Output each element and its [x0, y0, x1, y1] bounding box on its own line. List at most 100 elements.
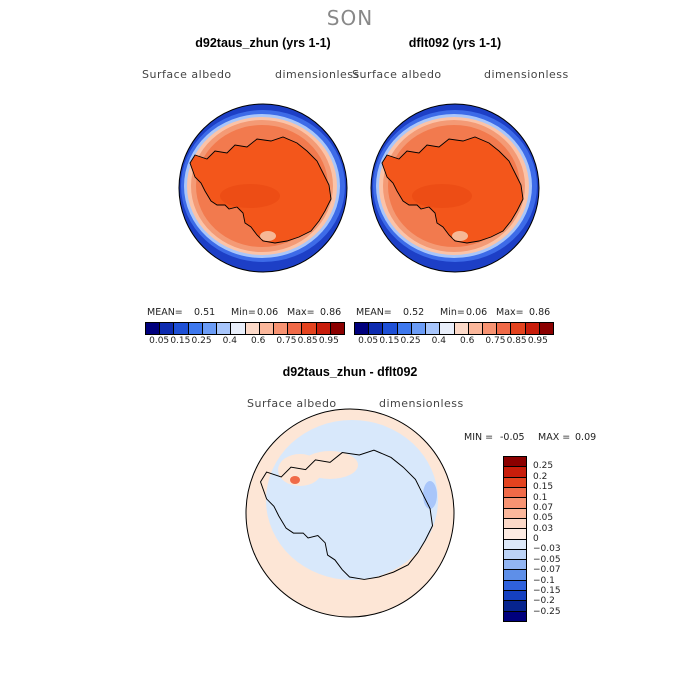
- colorbar-swatch: [202, 323, 218, 334]
- diff-units-label: dimensionless: [379, 397, 464, 410]
- colorbar-tick-label: 0.75: [485, 336, 506, 346]
- colorbar-tick-label: 0.2: [533, 471, 548, 482]
- colorbar-tick-label: 0.15: [533, 482, 554, 493]
- left-max-label: Max=: [287, 307, 315, 318]
- right-max-value: 0.86: [529, 307, 551, 318]
- colorbar-swatch: [504, 580, 526, 592]
- colorbar-tick-label: −0.03: [533, 544, 561, 555]
- colorbar-tick-label: 0.25: [191, 336, 212, 346]
- difference-map: [246, 409, 454, 617]
- right-variable-label: Surface albedo: [352, 68, 442, 81]
- colorbar-swatch: [504, 601, 526, 612]
- left-min-label: Min=: [231, 307, 256, 318]
- colorbar-swatch: [504, 518, 526, 530]
- colorbar-swatch: [397, 323, 412, 334]
- left-min-value: 0.06: [257, 307, 279, 318]
- colorbar-swatch: [454, 323, 469, 334]
- colorbar-tick-label: 0.05: [358, 336, 379, 346]
- colorbar-swatch: [504, 477, 526, 488]
- colorbar-swatch: [504, 611, 526, 621]
- season-title: SON: [326, 6, 374, 30]
- colorbar-swatch: [174, 323, 189, 334]
- diff-max-label: MAX =: [538, 432, 571, 443]
- diff-colorbar: [503, 456, 527, 622]
- colorbar-tick-label: 0.4: [222, 336, 238, 346]
- colorbar-tick-label: 0.6: [250, 336, 266, 346]
- left-units-label: dimensionless: [275, 68, 360, 81]
- colorbar-swatch: [504, 570, 526, 581]
- colorbar-swatch: [316, 323, 331, 334]
- diff-max-value: 0.09: [575, 432, 597, 443]
- colorbar-swatch: [288, 323, 303, 334]
- colorbar-tick-label: 0.07: [533, 502, 554, 513]
- diff-variable-label: Surface albedo: [247, 397, 337, 410]
- left-panel-title: d92taus_zhun (yrs 1-1): [195, 36, 331, 50]
- colorbar-tick-label: 0.25: [533, 461, 554, 472]
- left-variable-label: Surface albedo: [142, 68, 232, 81]
- colorbar-tick-label: 0.85: [506, 336, 527, 346]
- colorbar-swatch: [426, 323, 441, 334]
- right-mean-label: MEAN=: [356, 307, 392, 318]
- left-map: [179, 104, 347, 272]
- colorbar-tick-label: 0.4: [431, 336, 447, 346]
- diff-panel-title: d92taus_zhun - dflt092: [282, 365, 418, 379]
- colorbar-swatch: [504, 591, 526, 602]
- left-mean-label: MEAN=: [147, 307, 183, 318]
- left-max-value: 0.86: [320, 307, 342, 318]
- colorbar-tick-label: −0.07: [533, 565, 561, 576]
- colorbar-tick-label: −0.05: [533, 554, 561, 565]
- colorbar-swatch: [525, 323, 540, 334]
- colorbar-swatch: [504, 560, 526, 571]
- colorbar-tick-label: 0.95: [527, 336, 548, 346]
- colorbar-swatch: [146, 323, 161, 334]
- right-min-value: 0.06: [466, 307, 488, 318]
- colorbar-tick-label: 0.15: [170, 336, 191, 346]
- right-colorbar: [354, 322, 554, 335]
- colorbar-swatch: [497, 323, 512, 334]
- colorbar-swatch: [539, 323, 554, 334]
- colorbar-tick-label: 0.85: [297, 336, 318, 346]
- colorbar-swatch: [504, 487, 526, 499]
- diff-colorbar-ticks: 0.25 0.2 0.15 0.1 0.07 0.05 0.03 0 −0.03 −0.05 −0.…: [533, 456, 583, 622]
- colorbar-swatch: [259, 323, 274, 334]
- right-panel-title: dflt092 (yrs 1-1): [408, 36, 502, 50]
- colorbar-swatch: [302, 323, 317, 334]
- colorbar-swatch: [468, 323, 483, 334]
- diff-min-label: MIN =: [464, 432, 494, 443]
- colorbar-tick-label: 0.05: [533, 513, 554, 524]
- left-colorbar: [145, 322, 345, 335]
- colorbar-swatch: [355, 323, 370, 334]
- colorbar-swatch: [504, 508, 526, 519]
- right-max-label: Max=: [496, 307, 524, 318]
- colorbar-tick-label: 0.1: [533, 492, 548, 503]
- colorbar-swatch: [504, 549, 526, 561]
- colorbar-swatch: [231, 323, 246, 334]
- colorbar-swatch: [511, 323, 526, 334]
- right-units-label: dimensionless: [484, 68, 569, 81]
- diff-min-value: -0.05: [500, 432, 525, 443]
- colorbar-swatch: [411, 323, 427, 334]
- colorbar-tick-label: −0.2: [533, 596, 555, 607]
- colorbar-swatch: [504, 457, 526, 468]
- colorbar-swatch: [217, 323, 232, 334]
- colorbar-tick-label: 0.05: [149, 336, 170, 346]
- right-min-label: Min=: [440, 307, 465, 318]
- colorbar-swatch: [482, 323, 498, 334]
- right-colorbar-ticks: 0.05 0.15 0.25 0.4 0.6 0.75 0.85 0.95: [354, 336, 554, 348]
- colorbar-tick-label: 0.03: [533, 523, 554, 534]
- colorbar-swatch: [504, 467, 526, 478]
- right-mean-value: 0.52: [403, 307, 425, 318]
- colorbar-tick-label: 0: [533, 534, 539, 544]
- colorbar-swatch: [188, 323, 203, 334]
- colorbar-swatch: [160, 323, 175, 334]
- left-mean-value: 0.51: [194, 307, 216, 318]
- colorbar-tick-label: 0.25: [400, 336, 421, 346]
- right-map: [371, 104, 539, 272]
- colorbar-swatch: [330, 323, 345, 334]
- colorbar-swatch: [504, 498, 526, 509]
- colorbar-swatch: [504, 539, 526, 550]
- colorbar-tick-label: −0.1: [533, 575, 555, 586]
- colorbar-swatch: [504, 529, 526, 540]
- colorbar-tick-label: −0.15: [533, 585, 561, 596]
